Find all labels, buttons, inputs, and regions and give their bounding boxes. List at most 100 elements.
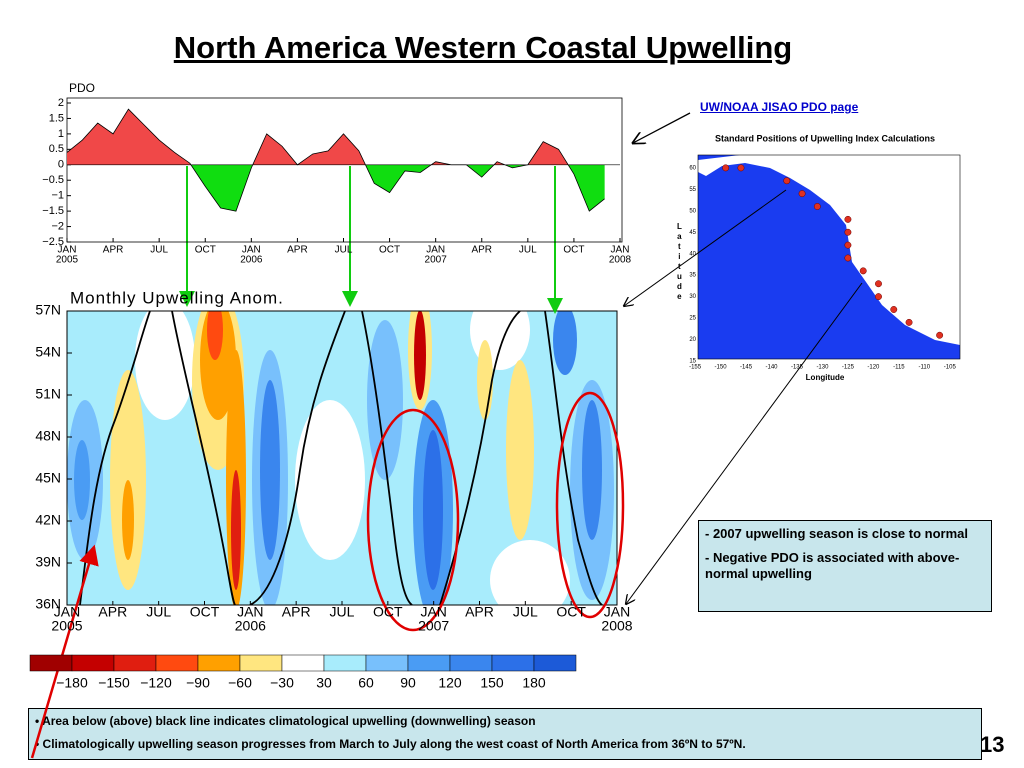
contour-field xyxy=(67,311,617,605)
station xyxy=(844,241,852,249)
x-tick-year: 2008 xyxy=(601,618,632,634)
pdo-positive xyxy=(67,109,569,165)
plot-frame xyxy=(66,97,623,243)
x-tick-label: APR xyxy=(471,245,492,256)
x-tick-label: JAN xyxy=(604,604,630,620)
x-tick-label: JAN xyxy=(426,245,445,256)
footer-bullet: • Area below (above) black line indicate… xyxy=(35,714,536,728)
colorbar-cell xyxy=(449,654,493,672)
x-tick-label: -135 xyxy=(791,365,804,371)
x-tick-label: APR xyxy=(103,245,124,256)
footer-bullet: • Climatologically upwelling season prog… xyxy=(35,737,746,751)
slide-title: North America Western Coastal Upwelling xyxy=(173,30,793,65)
y-tick-label: 45 xyxy=(689,230,696,236)
colorbar-cell xyxy=(197,654,241,672)
x-tick-label: JUL xyxy=(335,245,353,256)
x-tick-label: -155 xyxy=(689,365,702,371)
y-tick-label: −1 xyxy=(51,190,64,202)
x-tick-label: JAN xyxy=(611,245,630,256)
y-tick-label: 15 xyxy=(689,359,696,365)
y-tick-label: 35 xyxy=(689,273,696,279)
x-tick-label: -140 xyxy=(766,365,779,371)
colorbar-label: −60 xyxy=(228,675,252,691)
station xyxy=(936,331,944,339)
x-tick-label: JUL xyxy=(146,604,171,620)
x-tick-label: -115 xyxy=(893,365,905,371)
station xyxy=(813,203,821,210)
chart-title: PDO xyxy=(69,81,95,95)
y-tick-label: 54N xyxy=(35,344,61,360)
colorbar-label: 90 xyxy=(400,675,416,691)
colorbar-label: 150 xyxy=(480,675,504,691)
y-tick-label: 48N xyxy=(35,428,61,444)
page-number: 13 xyxy=(980,732,1005,757)
x-tick-label: -110 xyxy=(919,365,931,371)
x-tick-label: -130 xyxy=(816,365,829,371)
colorbar-cell xyxy=(239,654,283,672)
station xyxy=(875,280,882,288)
y-tick-label: 39N xyxy=(35,554,61,570)
red-arrow xyxy=(30,544,99,759)
x-tick-label: -105 xyxy=(944,365,957,371)
colorbar-label: 120 xyxy=(438,675,462,691)
station xyxy=(859,267,867,275)
x-tick-label: OCT xyxy=(195,245,216,256)
colorbar-cell xyxy=(281,654,325,672)
note-item: - 2007 upwelling season is close to norm… xyxy=(705,526,968,541)
x-tick-label: APR xyxy=(465,604,494,620)
x-tick-label: -120 xyxy=(867,365,880,371)
colorbar-label: −180 xyxy=(56,675,88,691)
pdo-negative xyxy=(67,164,605,212)
y-tick-label: 42N xyxy=(35,512,61,528)
pointer-arrow xyxy=(633,112,691,143)
x-tick-label: JAN xyxy=(58,245,77,256)
x-tick-label: -145 xyxy=(740,365,753,371)
y-tick-label: 45N xyxy=(35,470,61,486)
y-tick-label: 0 xyxy=(58,159,64,171)
colorbar-label: 180 xyxy=(522,675,546,691)
chart-title: Monthly Upwelling Anom. xyxy=(70,288,284,307)
colorbar-label: 60 xyxy=(358,675,374,691)
y-tick-label: −2 xyxy=(51,220,64,232)
pointer-arrow xyxy=(626,282,863,604)
x-tick-year: 2007 xyxy=(418,618,449,634)
x-tick-year: 2005 xyxy=(51,618,82,634)
station xyxy=(844,215,852,223)
colorbar-cell xyxy=(407,654,451,672)
station xyxy=(798,190,806,198)
pointer-arrow xyxy=(624,189,787,306)
map-land xyxy=(698,155,960,345)
colorbar-cell xyxy=(323,654,367,672)
station xyxy=(737,164,745,172)
map-title: Standard Positions of Upwelling Index Ca… xyxy=(715,133,935,143)
note-item: - Negative PDO is associated with above-… xyxy=(705,550,960,581)
y-tick-label: 1.5 xyxy=(49,112,64,124)
y-tick-label: −0.5 xyxy=(42,174,64,186)
y-tick-label: 30 xyxy=(689,294,696,300)
x-tick-label: JUL xyxy=(519,245,537,256)
y-tick-label: 20 xyxy=(689,337,696,343)
x-tick-year: 2007 xyxy=(425,255,448,266)
x-tick-label: OCT xyxy=(379,245,400,256)
highlight-ellipse xyxy=(366,408,460,632)
x-tick-label: JUL xyxy=(513,604,538,620)
y-tick-label: 25 xyxy=(689,316,696,322)
y-axis-label: Latitude xyxy=(675,222,684,302)
pdo-line xyxy=(66,108,605,212)
y-tick-label: 1 xyxy=(58,128,64,140)
x-axis-label: Longitude xyxy=(806,373,845,382)
y-tick-label: 36N xyxy=(35,596,61,612)
station xyxy=(905,318,913,326)
colorbar-label: −120 xyxy=(140,675,172,691)
colorbar-label: −30 xyxy=(270,675,294,691)
x-tick-label: -150 xyxy=(715,365,728,371)
x-tick-label: JAN xyxy=(237,604,263,620)
x-tick-label: JAN xyxy=(242,245,261,256)
x-tick-label: JUL xyxy=(150,245,168,256)
x-tick-label: OCT xyxy=(190,604,220,620)
note-box: - 2007 upwelling season is close to norm… xyxy=(698,520,992,612)
x-tick-label: JAN xyxy=(54,604,80,620)
pdo-link[interactable]: UW/NOAA JISAO PDO page xyxy=(700,100,859,114)
x-tick-label: APR xyxy=(287,245,308,256)
